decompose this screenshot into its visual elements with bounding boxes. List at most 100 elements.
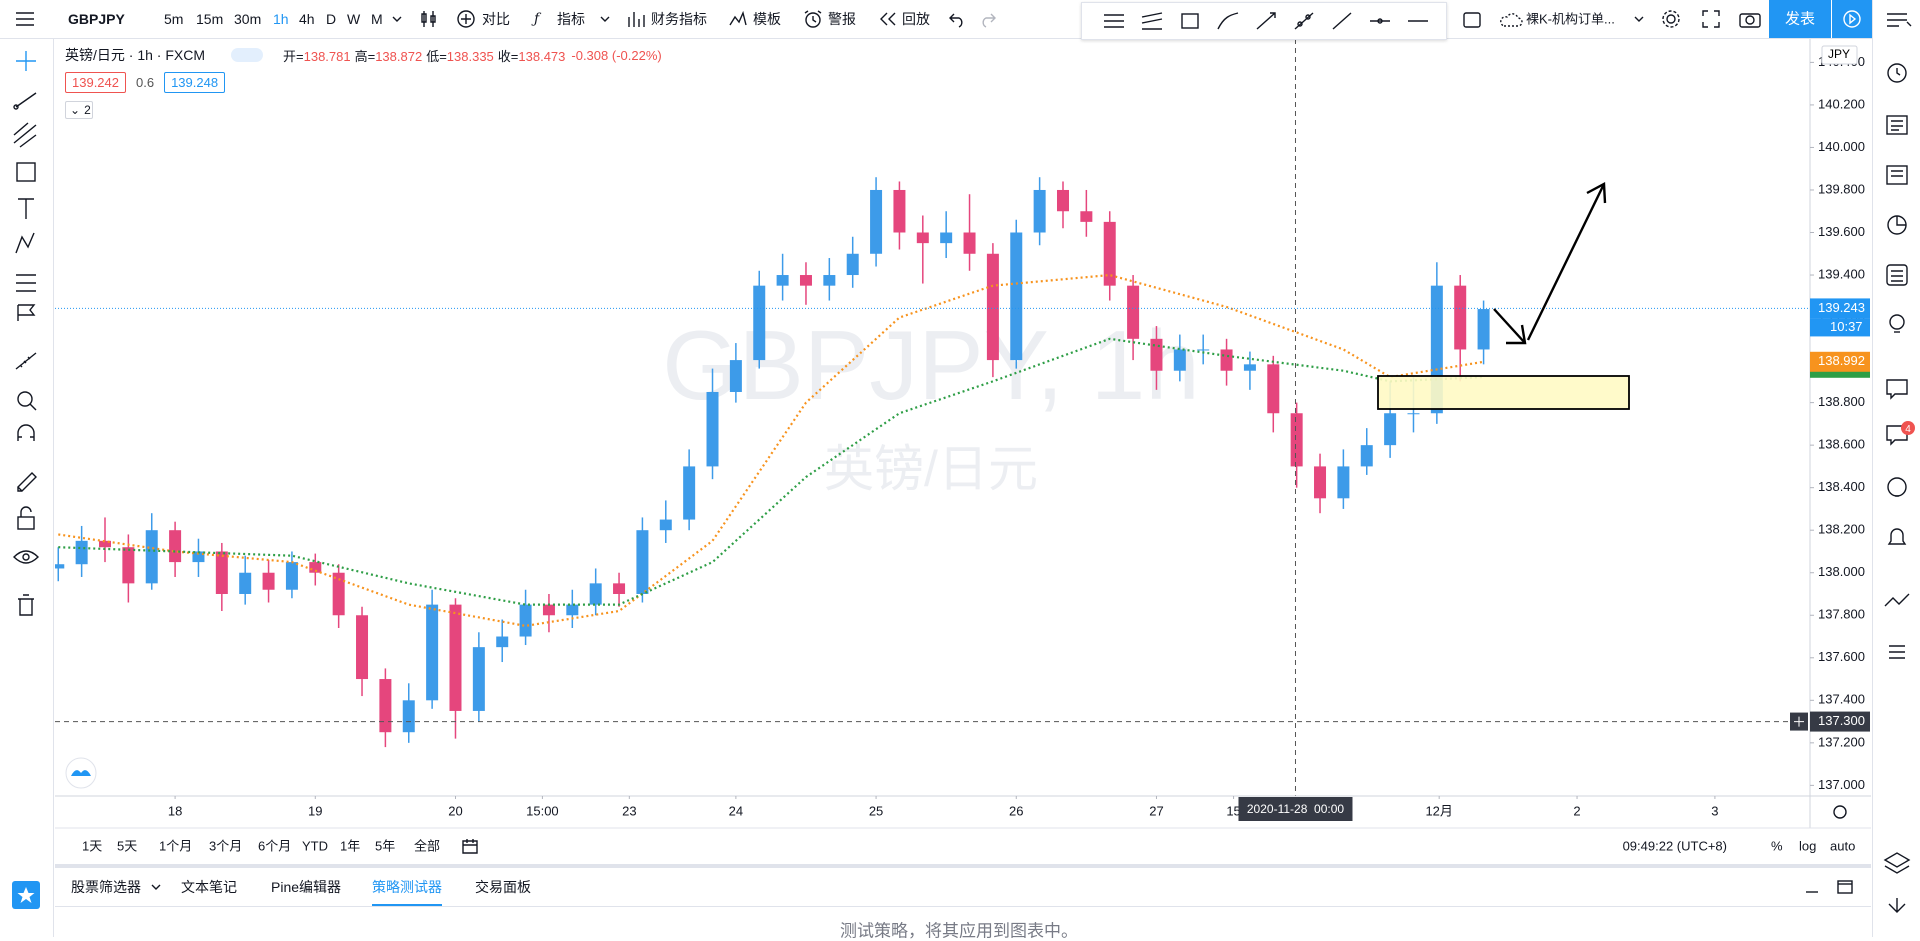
ohlc-label: 收= xyxy=(497,48,519,64)
interval[interactable]: M xyxy=(371,11,383,27)
ohlc-item: 开=138.781 xyxy=(283,46,351,65)
replay[interactable]: 回放 xyxy=(902,11,930,27)
range[interactable]: 1个月 xyxy=(159,838,193,854)
fullscreen-icon[interactable] xyxy=(1701,9,1721,29)
candle-body xyxy=(566,604,579,616)
financials-icon[interactable] xyxy=(626,9,646,29)
templates-icon[interactable] xyxy=(728,9,748,29)
currency-box[interactable] xyxy=(1821,45,1858,65)
candle-body xyxy=(332,572,345,616)
interval[interactable]: 4h xyxy=(299,11,315,27)
alerts-icon[interactable] xyxy=(802,9,824,29)
interval[interactable]: D xyxy=(326,11,337,27)
settings-icon[interactable] xyxy=(1833,805,1847,819)
candle-body xyxy=(963,232,976,254)
y-tick-label: 138.400 xyxy=(1818,479,1865,494)
change: -0.308 (-0.22%) xyxy=(571,47,662,63)
alerts[interactable]: 警报 xyxy=(828,11,856,27)
y-tick-label: 137.000 xyxy=(1818,777,1865,792)
chevron: ⌄ xyxy=(70,103,81,117)
camera-icon[interactable] xyxy=(1738,9,1762,29)
y-tick-label: 137.200 xyxy=(1818,734,1865,749)
candle-body xyxy=(1220,349,1233,371)
chevron[interactable] xyxy=(600,14,610,24)
x-tick-label: 24 xyxy=(729,803,743,818)
ask[interactable]: 139.248 xyxy=(164,72,226,93)
status-indicator[interactable] xyxy=(231,48,264,62)
replay-icon[interactable] xyxy=(878,10,898,28)
zone-rectangle[interactable] xyxy=(1377,375,1630,410)
tab[interactable]: 交易面板 xyxy=(475,879,531,895)
chevron[interactable] xyxy=(151,882,161,892)
compare[interactable]: 对比 xyxy=(482,11,510,27)
maximize-icon[interactable] xyxy=(1836,878,1854,896)
tool-icon[interactable] xyxy=(1140,11,1164,31)
x-tick-label: 25 xyxy=(869,803,883,818)
goto-date-icon[interactable] xyxy=(461,837,479,855)
clock[interactable]: 09:49:22 (UTC+8) xyxy=(1622,838,1727,854)
menu-icon[interactable] xyxy=(14,9,36,29)
chart-type-icon[interactable] xyxy=(418,9,440,29)
currency: JPY xyxy=(1828,47,1850,61)
candle-body xyxy=(426,604,439,701)
tool-icon[interactable] xyxy=(1292,11,1316,31)
range[interactable]: 6个月 xyxy=(258,838,292,854)
tool-icons[interactable] xyxy=(0,39,53,937)
sidebar-icons[interactable]: 4 xyxy=(1873,0,1920,937)
tool-icon[interactable] xyxy=(1178,11,1202,31)
interval[interactable]: 1h xyxy=(273,11,289,27)
tool-icon[interactable] xyxy=(1330,11,1354,31)
ma-price-box xyxy=(1810,351,1870,372)
indicators[interactable]: 指标 xyxy=(557,11,585,27)
range[interactable]: 全部 xyxy=(414,838,441,854)
x-tick-label: 12月 xyxy=(1425,803,1452,818)
settings-icon[interactable] xyxy=(1660,8,1682,30)
arrow[interactable] xyxy=(1493,308,1526,344)
interval[interactable]: W xyxy=(347,11,361,27)
cloud-icon[interactable] xyxy=(1498,10,1524,30)
symbol[interactable]: GBPJPY xyxy=(68,11,125,27)
legend-title[interactable]: 英镑/日元 · 1h · FXCM xyxy=(65,47,206,63)
interval[interactable]: 5m xyxy=(164,11,184,27)
undo-icon[interactable] xyxy=(948,10,966,28)
redo-icon[interactable] xyxy=(979,10,997,28)
range[interactable]: 5年 xyxy=(375,838,396,854)
layout-name[interactable]: 裸K-机构订单... xyxy=(1526,11,1615,27)
tool-icon[interactable] xyxy=(1368,11,1392,31)
range[interactable]: 5天 xyxy=(117,838,138,854)
tool-icon[interactable] xyxy=(1102,11,1126,31)
tab[interactable]: 文本笔记 xyxy=(181,879,237,895)
range[interactable]: 3个月 xyxy=(209,838,243,854)
percent-toggle[interactable]: % xyxy=(1771,838,1783,854)
tab[interactable]: 策略测试器 xyxy=(372,880,442,906)
arrow[interactable] xyxy=(1526,183,1606,341)
auto-toggle[interactable]: auto xyxy=(1830,838,1856,854)
chevron[interactable] xyxy=(392,14,402,24)
panel-message: 测试策略，将其应用到图表中。 xyxy=(840,921,1078,941)
y-tick-label: 138.200 xyxy=(1818,522,1865,537)
rect-icon[interactable] xyxy=(1462,10,1482,30)
range[interactable]: YTD xyxy=(302,838,328,854)
play-button[interactable] xyxy=(1832,0,1872,38)
interval[interactable]: 30m xyxy=(234,11,262,27)
publish-button[interactable]: 发表 xyxy=(1769,0,1831,38)
templates[interactable]: 模板 xyxy=(753,11,781,27)
range[interactable]: 1年 xyxy=(340,838,361,854)
minimize-icon[interactable] xyxy=(1803,878,1821,896)
chevron[interactable] xyxy=(1634,14,1644,24)
candle-body xyxy=(75,540,88,565)
tool-icon[interactable] xyxy=(1216,11,1240,31)
tool-icon[interactable] xyxy=(1254,11,1278,31)
indicators-icon[interactable]: ƒ xyxy=(534,11,540,27)
tab[interactable]: 股票筛选器 xyxy=(71,879,141,895)
interval[interactable]: 15m xyxy=(196,11,224,27)
tab[interactable]: Pine编辑器 xyxy=(271,879,342,895)
candle-body xyxy=(893,189,906,233)
compare-icon[interactable] xyxy=(456,9,476,29)
range[interactable]: 1天 xyxy=(82,838,103,854)
financials[interactable]: 财务指标 xyxy=(651,11,707,27)
log-toggle[interactable]: log xyxy=(1799,838,1817,854)
tool-icon[interactable] xyxy=(1406,11,1430,31)
collapse-indicators[interactable]: ⌄ 2 xyxy=(65,101,93,119)
bid[interactable]: 139.242 xyxy=(65,72,126,93)
